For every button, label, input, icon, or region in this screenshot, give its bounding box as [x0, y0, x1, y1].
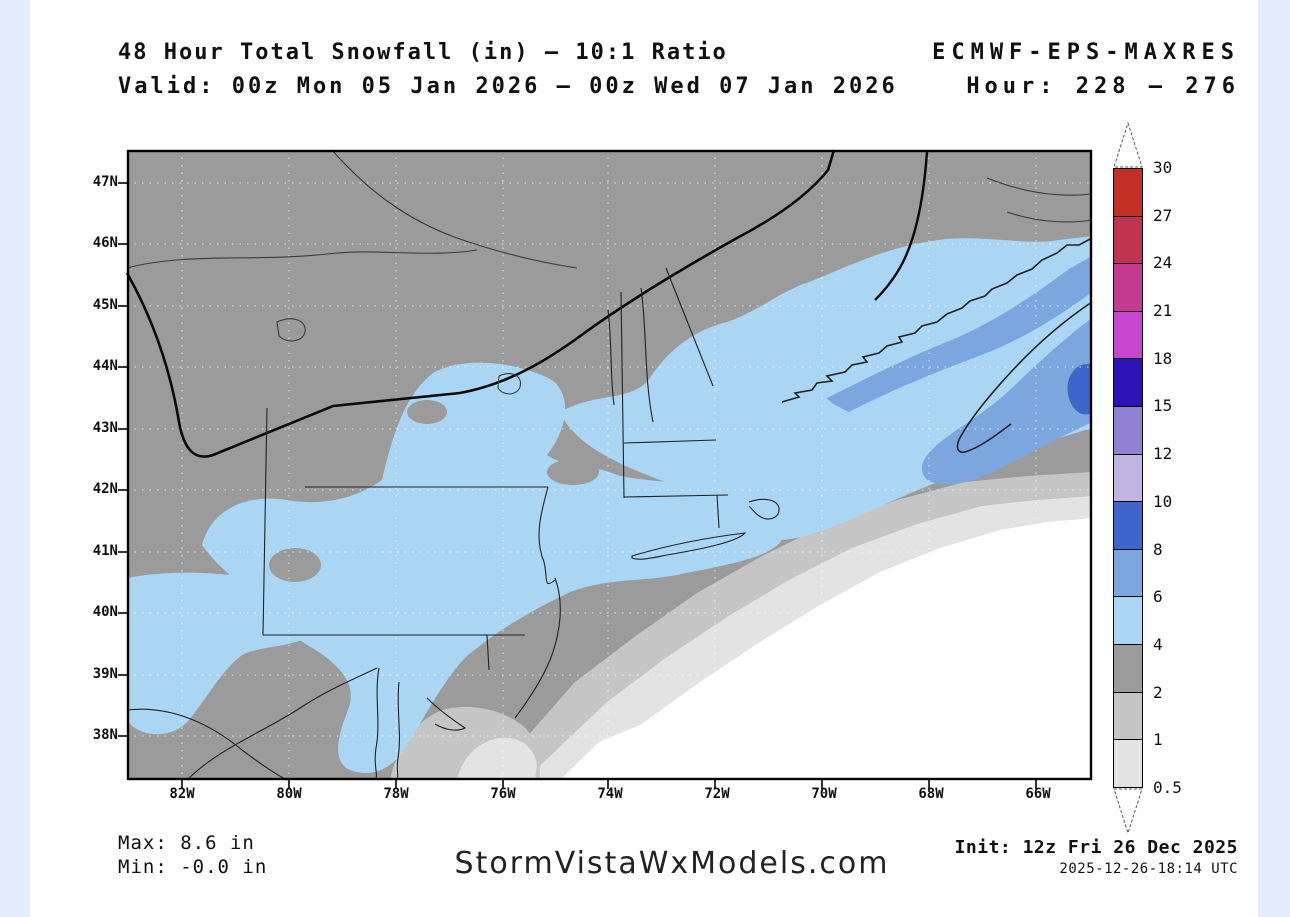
colorbar-arrow-top [1113, 122, 1143, 168]
lat-label: 45N [92, 296, 118, 313]
min-value: Min: -0.0 in [118, 856, 268, 878]
axis-ticks [118, 182, 1037, 789]
colorbar-label: 21 [1153, 301, 1173, 321]
colorbar-label: 18 [1153, 348, 1173, 368]
colorbar-label: 10 [1153, 491, 1173, 511]
map-title: 48 Hour Total Snowfall (in) – 10:1 Ratio [118, 40, 728, 65]
lat-label: 43N [92, 419, 118, 436]
colorbar-label: 1 [1153, 730, 1163, 750]
lon-label: 74W [597, 786, 623, 802]
lon-label: 78W [383, 786, 409, 802]
colorbar-label: 6 [1153, 587, 1163, 607]
colorbar-segment [1114, 169, 1142, 216]
colorbar-label: 8 [1153, 539, 1163, 559]
snowfall-map-svg [118, 149, 1093, 789]
lon-label: 68W [918, 786, 944, 802]
header: 48 Hour Total Snowfall (in) – 10:1 Ratio… [118, 40, 1240, 99]
lon-label: 72W [704, 786, 730, 802]
colorbar-segment [1114, 358, 1142, 407]
colorbar-label: 0.5 [1153, 778, 1182, 797]
colorbar-label: 30 [1153, 158, 1173, 177]
lon-label: 70W [811, 786, 837, 802]
watermark: StormVistaWxModels.com [454, 846, 890, 881]
lat-label: 44N [92, 358, 118, 375]
lon-label: 66W [1025, 786, 1051, 802]
forecast-hour: Hour: 228 – 276 [966, 74, 1240, 99]
colorbar-segments [1113, 168, 1143, 788]
colorbar-segment [1114, 406, 1142, 454]
lon-label: 82W [169, 786, 195, 802]
colorbar: 30 27 24 21 18 15 12 10 8 6 4 2 1 0.5 [1113, 122, 1213, 852]
lat-label: 38N [92, 726, 118, 743]
colorbar-segment [1114, 215, 1142, 264]
map-frame [126, 149, 1093, 781]
valid-range: Valid: 00z Mon 05 Jan 2026 – 00z Wed 07 … [118, 74, 898, 99]
lon-label: 80W [276, 786, 302, 802]
colorbar-arrow-bottom [1113, 788, 1143, 834]
colorbar-segment [1114, 501, 1142, 549]
colorbar-label: 24 [1153, 253, 1173, 273]
colorbar-segment [1114, 310, 1142, 359]
lat-label: 47N [92, 174, 118, 190]
colorbar-label: 15 [1153, 396, 1173, 416]
init-time: Init: 12z Fri 26 Dec 2025 [954, 837, 1238, 858]
colorbar-label: 27 [1153, 205, 1173, 225]
model-name: ECMWF-EPS-MAXRES [932, 40, 1240, 65]
lat-label: 46N [92, 235, 118, 252]
max-min-block: Max: 8.6 in Min: -0.0 in [118, 831, 267, 879]
colorbar-segment [1114, 596, 1142, 645]
max-value: Max: 8.6 in [118, 832, 255, 854]
colorbar-label: 12 [1153, 444, 1173, 464]
borders [125, 149, 1093, 781]
init-utc: 2025-12-26-18:14 UTC [1059, 861, 1238, 877]
snowfall-map [118, 149, 1093, 789]
snow-regions [127, 236, 1092, 774]
colorbar-segment [1114, 644, 1142, 692]
lat-label: 39N [92, 665, 118, 682]
ocean-layer [390, 472, 1092, 780]
colorbar-segment [1114, 739, 1142, 787]
lon-label: 76W [490, 786, 516, 802]
lat-label: 40N [92, 604, 118, 621]
colorbar-label: 2 [1153, 682, 1163, 702]
colorbar-segment [1114, 548, 1142, 597]
lat-label: 41N [92, 542, 118, 559]
colorbar-segment [1114, 453, 1142, 502]
gridlines [127, 150, 1092, 780]
colorbar-segment [1114, 691, 1142, 740]
lat-label: 42N [92, 481, 118, 498]
colorbar-segment [1114, 263, 1142, 311]
init-block: Init: 12z Fri 26 Dec 2025 2025-12-26-18:… [930, 837, 1238, 877]
colorbar-label: 4 [1153, 634, 1163, 654]
